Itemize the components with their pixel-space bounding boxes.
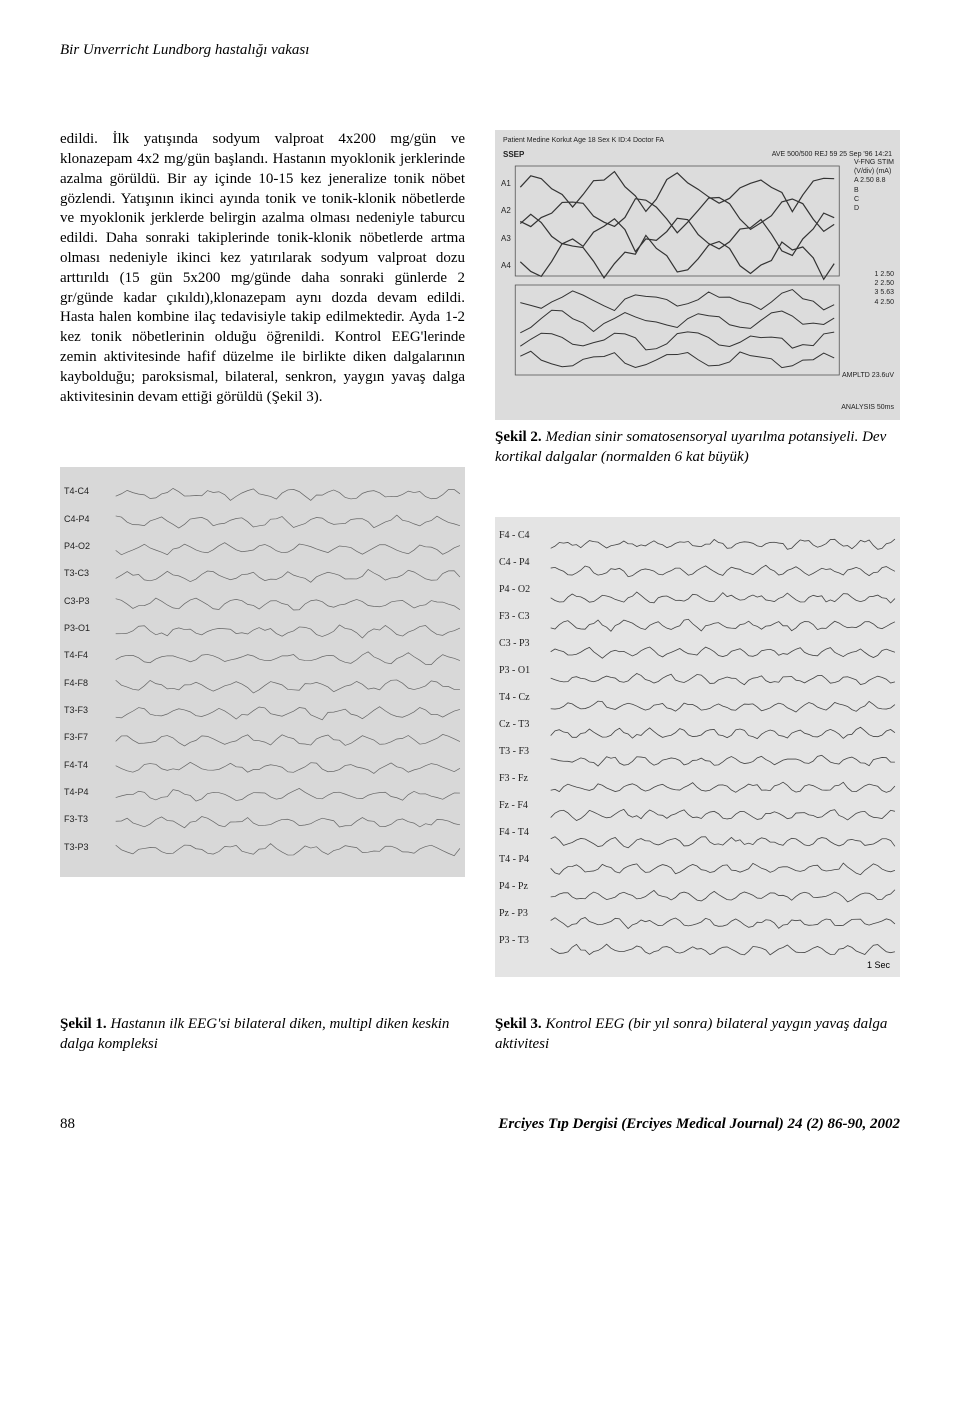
figure-2-ssep-label: SSEP: [503, 150, 524, 161]
body-paragraph: edildi. İlk yatışında sodyum valproat 4x…: [60, 130, 465, 407]
figure-2-amplitude: AMPLTD 23.6uV: [842, 371, 894, 380]
left-column: edildi. İlk yatışında sodyum valproat 4x…: [60, 130, 465, 977]
figure-2-right-bottom: 1 2.502 2.503 5.634 2.50: [875, 270, 894, 306]
figure-2-caption: Şekil 2. Median sinir somatosensoryal uy…: [495, 428, 900, 467]
figure-3-caption-text: Kontrol EEG (bir yıl sonra) bilateral ya…: [495, 1016, 887, 1052]
main-columns: edildi. İlk yatışında sodyum valproat 4x…: [60, 130, 900, 977]
figure-1-channel-labels: T4-C4C4-P4P4-O2T3-C3C3-P3P3-O1T4-F4F4-F8…: [64, 478, 90, 861]
figure-1-caption: Şekil 1. Hastanın ilk EEG'si bilateral d…: [60, 1015, 465, 1054]
page-number: 88: [60, 1114, 75, 1134]
figure-2-analysis: ANALYSIS 50ms: [841, 403, 894, 412]
figure-3-caption-label: Şekil 3.: [495, 1016, 542, 1032]
figure-1-caption-label: Şekil 1.: [60, 1016, 107, 1032]
figure-3-scale: 1 Sec: [867, 959, 890, 971]
figure-1-caption-text: Hastanın ilk EEG'si bilateral diken, mul…: [60, 1016, 449, 1052]
figure-2-caption-text: Median sinir somatosensoryal uyarılma po…: [495, 429, 886, 465]
figure-3-channel-labels: F4 - C4C4 - P4P4 - O2F3 - C3C3 - P3P3 - …: [499, 531, 530, 964]
figure-2-image: Patient Medine Korkut Age 18 Sex K ID:4 …: [495, 130, 900, 420]
caption-row: Şekil 1. Hastanın ilk EEG'si bilateral d…: [60, 1007, 900, 1054]
figure-2-left-labels: A1A2A3A4: [501, 170, 511, 279]
figure-3: F4 - C4C4 - P4P4 - O2F3 - C3C3 - P3P3 - …: [495, 517, 900, 977]
figure-2-overlay: Patient Medine Korkut Age 18 Sex K ID:4 …: [495, 130, 900, 420]
right-column: Patient Medine Korkut Age 18 Sex K ID:4 …: [495, 130, 900, 977]
figure-2-right-top: V-FNG STIM(V/div) (mA)A 2.50 8.8BCD: [854, 158, 894, 213]
figure-1: T4-C4C4-P4P4-O2T3-C3C3-P3P3-O1T4-F4F4-F8…: [60, 467, 465, 877]
running-head: Bir Unverricht Lundborg hastalığı vakası: [60, 40, 900, 60]
page-footer: 88 Erciyes Tıp Dergisi (Erciyes Medical …: [60, 1114, 900, 1134]
figure-3-caption: Şekil 3. Kontrol EEG (bir yıl sonra) bil…: [495, 1015, 900, 1054]
journal-line: Erciyes Tıp Dergisi (Erciyes Medical Jou…: [498, 1114, 900, 1134]
figure-3-image: F4 - C4C4 - P4P4 - O2F3 - C3C3 - P3P3 - …: [495, 517, 900, 977]
figure-2-caption-label: Şekil 2.: [495, 429, 542, 445]
caption-right: Şekil 3. Kontrol EEG (bir yıl sonra) bil…: [495, 1007, 900, 1054]
figure-2: Patient Medine Korkut Age 18 Sex K ID:4 …: [495, 130, 900, 467]
figure-1-image: T4-C4C4-P4P4-O2T3-C3C3-P3P3-O1T4-F4F4-F8…: [60, 467, 465, 877]
caption-left: Şekil 1. Hastanın ilk EEG'si bilateral d…: [60, 1007, 465, 1054]
figure-2-header: Patient Medine Korkut Age 18 Sex K ID:4 …: [503, 136, 892, 145]
